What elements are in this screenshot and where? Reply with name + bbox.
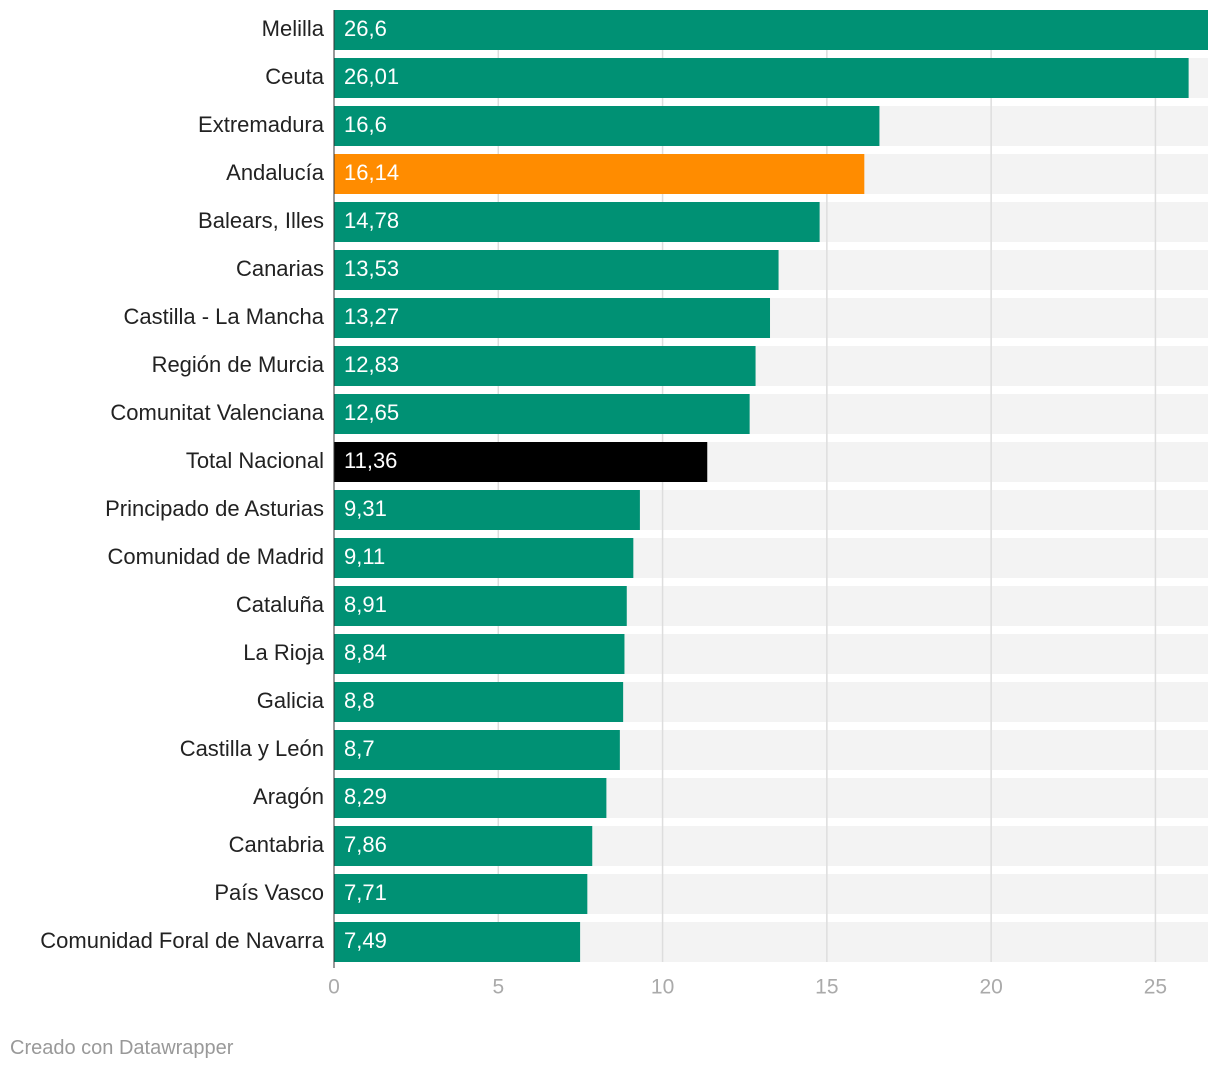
category-label-region-de-murcia: Región de Murcia bbox=[152, 352, 325, 377]
value-label-ceuta: 26,01 bbox=[344, 64, 399, 89]
bar-region-de-murcia bbox=[334, 346, 756, 386]
bar-comunitat-valenciana bbox=[334, 394, 750, 434]
value-label-andalucia: 16,14 bbox=[344, 160, 399, 185]
x-tick-label-0: 0 bbox=[328, 976, 340, 999]
bar-comunidad-de-madrid bbox=[334, 538, 634, 578]
bar-melilla bbox=[334, 10, 1208, 50]
bar-total-nacional bbox=[334, 442, 708, 482]
bar-extremadura bbox=[334, 106, 880, 146]
bar-canarias bbox=[334, 250, 779, 290]
category-label-canarias: Canarias bbox=[236, 256, 324, 281]
bars bbox=[333, 10, 1208, 968]
value-label-comunidad-foral-de-navarra: 7,49 bbox=[344, 928, 387, 953]
bar-cataluna bbox=[334, 586, 627, 626]
category-label-aragon: Aragón bbox=[253, 784, 324, 809]
value-label-principado-de-asturias: 9,31 bbox=[344, 496, 387, 521]
value-label-castilla-la-mancha: 13,27 bbox=[344, 304, 399, 329]
bar-balears-illes bbox=[334, 202, 820, 242]
category-label-total-nacional: Total Nacional bbox=[186, 448, 324, 473]
bar-ceuta bbox=[334, 58, 1189, 98]
category-label-melilla: Melilla bbox=[262, 16, 325, 41]
value-label-extremadura: 16,6 bbox=[344, 112, 387, 137]
value-label-comunidad-de-madrid: 9,11 bbox=[344, 544, 385, 569]
value-label-cataluna: 8,91 bbox=[344, 592, 387, 617]
value-label-aragon: 8,29 bbox=[344, 784, 387, 809]
category-label-castilla-y-leon: Castilla y León bbox=[180, 736, 324, 761]
value-labels: 26,6 26,01 16,6 16,14 14,78 13,53 13,27 12,83 12… bbox=[344, 16, 399, 953]
value-label-comunitat-valenciana: 12,65 bbox=[344, 400, 399, 425]
category-label-comunitat-valenciana: Comunitat Valenciana bbox=[110, 400, 324, 425]
category-label-pais-vasco: País Vasco bbox=[214, 880, 324, 905]
x-tick-label-5: 5 bbox=[492, 976, 504, 999]
category-label-castilla-la-mancha: Castilla - La Mancha bbox=[123, 304, 324, 329]
bar-aragon bbox=[334, 778, 607, 818]
value-label-cantabria: 7,86 bbox=[344, 832, 387, 857]
x-tick-label-10: 10 bbox=[651, 976, 674, 999]
category-label-extremadura: Extremadura bbox=[198, 112, 325, 137]
category-label-andalucia: Andalucía bbox=[226, 160, 325, 185]
bar-castilla-la-mancha bbox=[334, 298, 771, 338]
bar-comunidad-foral-de-navarra bbox=[334, 922, 581, 962]
x-tick-label-25: 25 bbox=[1144, 976, 1167, 999]
category-labels: Melilla Ceuta Extremadura Andalucía Balears,… bbox=[40, 16, 324, 953]
category-label-galicia: Galicia bbox=[257, 688, 325, 713]
value-label-region-de-murcia: 12,83 bbox=[344, 352, 399, 377]
category-label-comunidad-de-madrid: Comunidad de Madrid bbox=[108, 544, 324, 569]
value-label-total-nacional: 11,36 bbox=[344, 448, 397, 473]
bar-principado-de-asturias bbox=[334, 490, 640, 530]
bar-galicia bbox=[334, 682, 624, 722]
category-label-cataluna: Cataluña bbox=[236, 592, 325, 617]
value-label-pais-vasco: 7,71 bbox=[344, 880, 387, 905]
value-label-canarias: 13,53 bbox=[344, 256, 399, 281]
category-label-la-rioja: La Rioja bbox=[243, 640, 324, 665]
value-label-melilla: 26,6 bbox=[344, 16, 387, 41]
value-label-galicia: 8,8 bbox=[344, 688, 375, 713]
footer-credit: Creado con Datawrapper bbox=[10, 1037, 234, 1059]
x-tick-label-20: 20 bbox=[979, 976, 1002, 999]
category-label-comunidad-foral-de-navarra: Comunidad Foral de Navarra bbox=[40, 928, 324, 953]
category-label-ceuta: Ceuta bbox=[265, 64, 324, 89]
category-label-cantabria: Cantabria bbox=[229, 832, 325, 857]
bar-pais-vasco bbox=[334, 874, 588, 914]
bar-castilla-y-leon bbox=[334, 730, 620, 770]
row-backgrounds bbox=[334, 10, 1208, 962]
bar-la-rioja bbox=[334, 634, 625, 674]
x-tick-label-15: 15 bbox=[815, 976, 838, 999]
value-label-balears-illes: 14,78 bbox=[344, 208, 399, 233]
x-axis-ticks: 0 5 10 15 20 25 bbox=[328, 976, 1167, 999]
bar-cantabria bbox=[334, 826, 593, 866]
category-label-principado-de-asturias: Principado de Asturias bbox=[105, 496, 324, 521]
value-label-castilla-y-leon: 8,7 bbox=[344, 736, 375, 761]
gridlines bbox=[497, 10, 1157, 962]
value-label-la-rioja: 8,84 bbox=[344, 640, 387, 665]
category-label-balears-illes: Balears, Illes bbox=[198, 208, 324, 233]
bar-andalucia bbox=[334, 154, 865, 194]
